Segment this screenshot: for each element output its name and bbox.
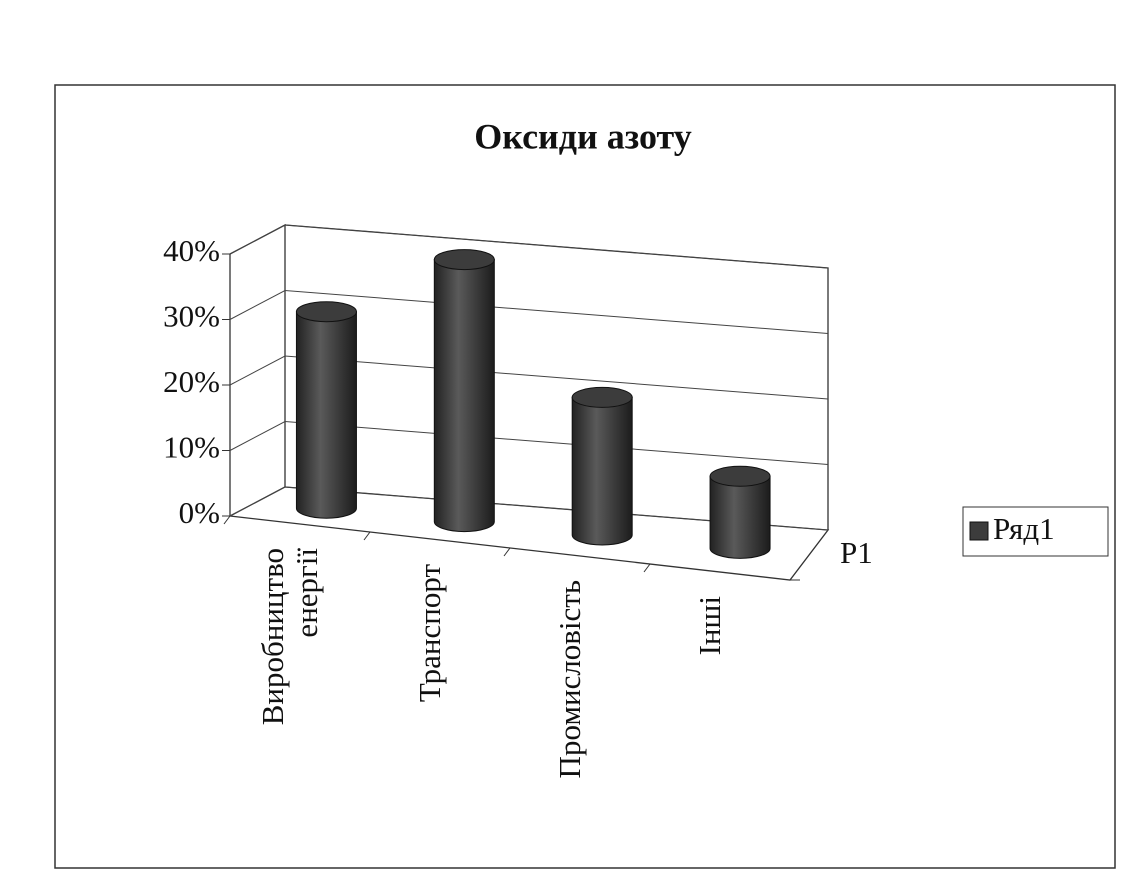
bar-part: [433, 259, 495, 533]
chart-title: Оксиди азоту: [474, 116, 692, 156]
bar: [571, 386, 633, 546]
x-tick: [503, 547, 511, 557]
y-tick-label: 10%: [163, 430, 220, 465]
bar-part: [295, 311, 357, 519]
bar-part: [433, 249, 495, 271]
x-tick: [643, 563, 651, 573]
grid-line: [229, 420, 829, 465]
x-tick-label: Транспорт: [412, 564, 447, 703]
grid-line: [229, 355, 829, 400]
bar: [433, 249, 495, 533]
x-tick: [363, 531, 371, 541]
x-tick-label: Виробництво енергії: [255, 548, 324, 726]
legend-swatch: [969, 521, 989, 541]
legend-label: Ряд1: [993, 511, 1055, 546]
x-tick: [223, 515, 231, 525]
grid-line: [229, 289, 829, 334]
y-tick-label: 20%: [163, 364, 220, 399]
grid-line: [229, 486, 829, 531]
bar-part: [571, 396, 633, 546]
y-tick-label: 40%: [163, 233, 220, 268]
chart-frame: [54, 84, 1116, 869]
y-tick-label: 0%: [179, 495, 220, 530]
x-tick-label: Інші: [692, 596, 727, 656]
bar-part: [709, 465, 771, 487]
x-tick-label: Промисловість: [552, 580, 587, 779]
bar-part: [571, 386, 633, 408]
bar: [295, 301, 357, 519]
z-tick-label: Р1: [840, 535, 873, 570]
y-tick-label: 30%: [163, 299, 220, 334]
bar-part: [295, 301, 357, 323]
grid-line: [229, 224, 829, 269]
bar-part: [709, 475, 771, 559]
bar: [709, 465, 771, 559]
